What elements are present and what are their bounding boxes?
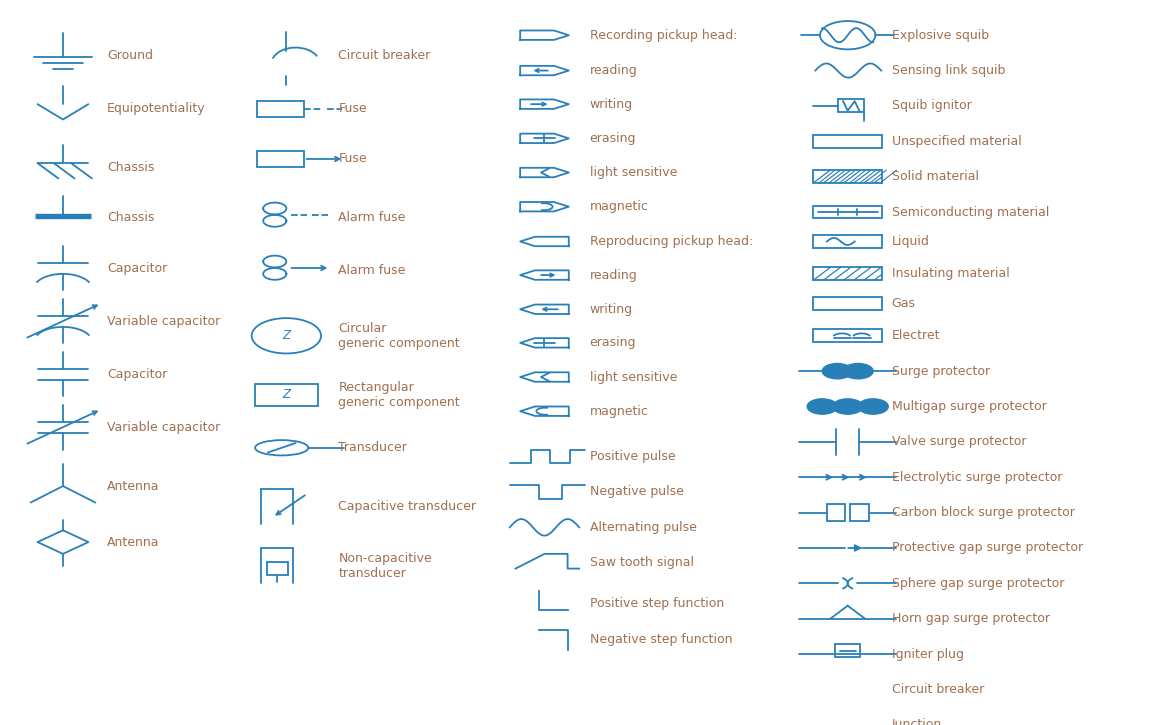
Circle shape: [822, 363, 852, 378]
Text: Electret: Electret: [892, 329, 940, 342]
Bar: [839, 99, 864, 112]
Bar: [850, 505, 869, 521]
Text: Carbon block surge protector: Carbon block surge protector: [892, 506, 1075, 519]
Text: Rectangular
generic component: Rectangular generic component: [338, 381, 461, 409]
Text: Liquid: Liquid: [892, 235, 929, 248]
Text: Fuse: Fuse: [338, 102, 368, 115]
Text: Junction: Junction: [892, 718, 942, 725]
Bar: [835, 644, 861, 657]
Bar: [813, 329, 883, 342]
Text: Z: Z: [283, 329, 291, 342]
Bar: [813, 170, 883, 183]
Text: Circuit breaker: Circuit breaker: [338, 49, 430, 62]
Text: Ground: Ground: [107, 49, 154, 62]
Text: Fuse: Fuse: [338, 152, 368, 165]
Bar: [813, 297, 883, 310]
Text: Z: Z: [283, 388, 291, 401]
Circle shape: [839, 720, 857, 725]
Text: Multigap surge protector: Multigap surge protector: [892, 400, 1047, 413]
Text: Horn gap surge protector: Horn gap surge protector: [892, 612, 1050, 625]
Text: Sensing link squib: Sensing link squib: [892, 64, 1005, 77]
Text: Negative step function: Negative step function: [590, 633, 732, 646]
Text: writing: writing: [590, 303, 633, 316]
Bar: [257, 101, 304, 117]
Text: Chassis: Chassis: [107, 161, 155, 174]
Bar: [255, 384, 319, 406]
Text: Saw tooth signal: Saw tooth signal: [590, 556, 693, 569]
Text: Solid material: Solid material: [892, 170, 979, 183]
Text: Surge protector: Surge protector: [892, 365, 990, 378]
Text: Positive step function: Positive step function: [590, 597, 723, 610]
Text: Alarm fuse: Alarm fuse: [338, 265, 406, 278]
Bar: [813, 235, 883, 248]
Circle shape: [858, 399, 889, 414]
Bar: [266, 562, 287, 575]
Text: Antenna: Antenna: [107, 479, 159, 492]
Text: writing: writing: [590, 98, 633, 111]
Bar: [813, 268, 883, 281]
Text: Igniter plug: Igniter plug: [892, 647, 964, 660]
Bar: [813, 205, 883, 218]
Text: Positive pulse: Positive pulse: [590, 450, 676, 463]
Text: Alternating pulse: Alternating pulse: [590, 521, 697, 534]
Text: Negative pulse: Negative pulse: [590, 486, 684, 499]
Circle shape: [833, 399, 863, 414]
Text: Squib ignitor: Squib ignitor: [892, 99, 971, 112]
Text: erasing: erasing: [590, 336, 636, 349]
Text: erasing: erasing: [590, 132, 636, 145]
Text: Unspecified material: Unspecified material: [892, 135, 1021, 148]
Text: Valve surge protector: Valve surge protector: [892, 436, 1026, 448]
Text: Circuit breaker: Circuit breaker: [892, 683, 984, 696]
Bar: [827, 505, 846, 521]
Text: Variable capacitor: Variable capacitor: [107, 420, 220, 434]
Text: Explosive squib: Explosive squib: [892, 29, 989, 42]
Text: Gas: Gas: [892, 297, 915, 310]
Text: Variable capacitor: Variable capacitor: [107, 315, 220, 328]
Text: Circular
generic component: Circular generic component: [338, 322, 461, 349]
Text: Semiconducting material: Semiconducting material: [892, 205, 1049, 218]
Text: Electrolytic surge protector: Electrolytic surge protector: [892, 471, 1062, 484]
Bar: [813, 135, 883, 148]
Text: Transducer: Transducer: [338, 442, 407, 455]
Text: Capacitive transducer: Capacitive transducer: [338, 500, 477, 513]
Text: Insulating material: Insulating material: [892, 268, 1009, 281]
Text: Protective gap surge protector: Protective gap surge protector: [892, 542, 1083, 555]
Text: Non-capacitive
transducer: Non-capacitive transducer: [338, 552, 433, 580]
Text: light sensitive: light sensitive: [590, 166, 677, 179]
Text: Sphere gap surge protector: Sphere gap surge protector: [892, 577, 1064, 590]
Text: Alarm fuse: Alarm fuse: [338, 212, 406, 225]
Circle shape: [807, 399, 837, 414]
Text: Capacitor: Capacitor: [107, 262, 167, 275]
Text: Equipotentiality: Equipotentiality: [107, 102, 206, 115]
Text: Reproducing pickup head:: Reproducing pickup head:: [590, 235, 752, 248]
Text: reading: reading: [590, 268, 637, 281]
Text: Antenna: Antenna: [107, 536, 159, 549]
Text: reading: reading: [590, 64, 637, 77]
Text: light sensitive: light sensitive: [590, 370, 677, 384]
Text: Recording pickup head:: Recording pickup head:: [590, 29, 737, 42]
Text: magnetic: magnetic: [590, 405, 649, 418]
Text: Capacitor: Capacitor: [107, 368, 167, 381]
Circle shape: [843, 363, 873, 378]
Text: magnetic: magnetic: [590, 200, 649, 213]
Text: Chassis: Chassis: [107, 212, 155, 225]
Bar: [257, 151, 304, 167]
